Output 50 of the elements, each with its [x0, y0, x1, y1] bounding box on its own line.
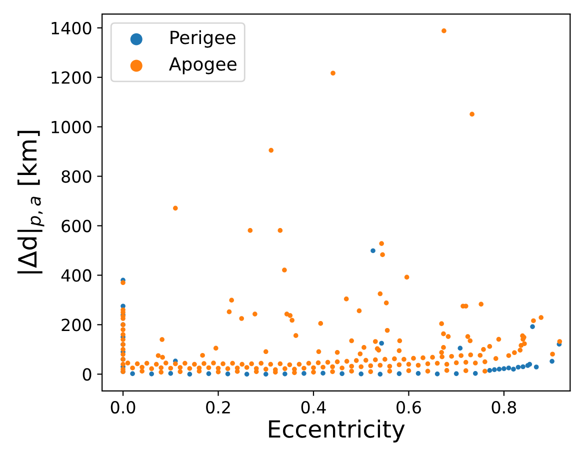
y-tick-label: 600	[62, 220, 92, 232]
point	[244, 372, 250, 377]
point	[502, 366, 506, 372]
point	[530, 324, 535, 330]
point	[187, 372, 192, 377]
y-tick-label: 200	[62, 318, 92, 332]
point	[520, 364, 526, 370]
x-tick-label: 0.0	[110, 400, 136, 414]
point	[416, 371, 421, 376]
legend-label: Apogee	[169, 57, 236, 74]
legend-label: Perigee	[170, 30, 236, 48]
point	[206, 371, 212, 376]
point	[458, 346, 463, 351]
x-tick-label: 0.4	[301, 400, 326, 414]
point	[472, 371, 478, 376]
x-axis-title: Eccentricity	[269, 420, 405, 442]
point	[130, 371, 135, 376]
y-tick-label: 400	[61, 269, 92, 282]
point	[302, 371, 306, 376]
point	[511, 366, 516, 372]
point	[149, 372, 154, 376]
point	[320, 370, 326, 376]
point	[282, 372, 288, 376]
point	[534, 364, 539, 370]
y-axis-title: |Δd|$_{p,a}$ [km]	[17, 130, 44, 274]
y-tick-label: 1200	[52, 71, 92, 84]
point	[340, 371, 344, 376]
point	[487, 368, 492, 373]
point	[492, 367, 497, 372]
point	[550, 358, 554, 364]
point	[225, 372, 230, 376]
point	[396, 371, 402, 376]
point	[378, 372, 383, 377]
point	[370, 248, 376, 254]
point	[379, 340, 384, 346]
y-tick-label: 1000	[52, 120, 92, 134]
y-tick-label: 1400	[52, 22, 92, 34]
point	[168, 371, 174, 376]
point	[516, 364, 521, 370]
point	[263, 372, 268, 377]
point	[506, 366, 512, 370]
point	[434, 372, 440, 376]
x-tick-label: 0.6	[396, 400, 421, 414]
y-tick-label: 800	[62, 170, 92, 183]
x-tick-label: 0.8	[492, 400, 516, 414]
x-tick-label: 0.2	[206, 400, 230, 414]
point	[496, 366, 502, 372]
y-tick-label: 0	[82, 368, 92, 381]
point	[358, 372, 364, 376]
point	[454, 371, 459, 376]
